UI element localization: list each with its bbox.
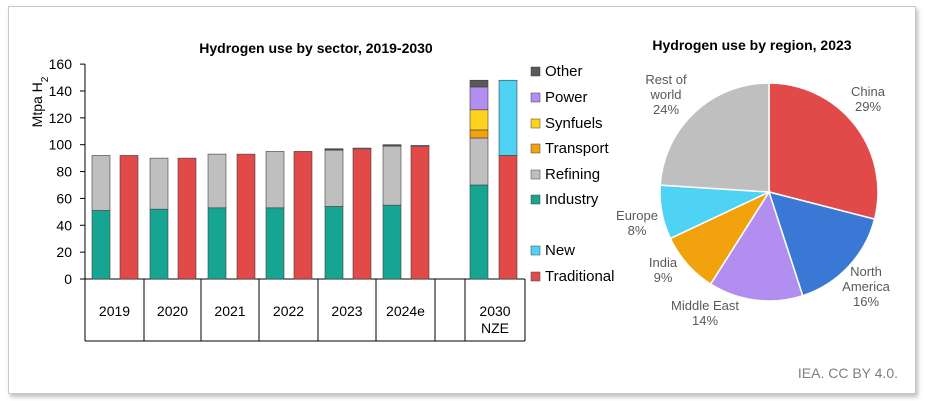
legend-label-new: New (545, 242, 575, 259)
y-axis-label: Mtpa H2 (29, 76, 51, 127)
pie-slice (659, 82, 770, 193)
y-tick-label: 120 (49, 110, 73, 126)
sector-bar-other (469, 79, 489, 88)
sector-bar-other (382, 144, 402, 146)
origin-bar-traditional (352, 148, 372, 280)
legend-label-other: Other (545, 63, 583, 80)
legend-swatch-transport (530, 143, 541, 154)
legend-swatch-industry (530, 194, 541, 205)
pie-slice-label: China (851, 84, 886, 99)
sector-bar-industry (382, 204, 402, 280)
pie-slice-label: 8% (628, 223, 647, 238)
origin-bar-traditional (293, 151, 313, 280)
category-label: 2020 (157, 303, 188, 319)
sector-bar-other (324, 148, 344, 150)
category-label: NZE (481, 320, 509, 336)
legend-label-power: Power (545, 89, 588, 106)
pie-slice-label: North (850, 264, 882, 279)
y-tick-label: 160 (49, 56, 73, 72)
origin-bar-traditional (119, 155, 139, 280)
pie-chart-title: Hydrogen use by region, 2023 (652, 37, 851, 53)
legend-swatch-new (530, 245, 541, 256)
sector-bar-refining (207, 153, 227, 209)
legend-swatch-refining (530, 169, 541, 180)
category-label: 2019 (99, 303, 130, 319)
legend-swatch-traditional (530, 271, 541, 282)
y-tick-label: 40 (56, 217, 72, 233)
pie-slice-label: 24% (653, 102, 679, 117)
sector-bar-refining (382, 145, 402, 206)
pie-slice-label: America (842, 279, 890, 294)
sector-bar-industry (265, 207, 285, 280)
pie-slice-label: India (649, 255, 678, 270)
sector-bar-industry (91, 210, 111, 280)
pie-slice-label: Europe (616, 208, 658, 223)
origin-bar-traditional (177, 157, 197, 280)
bar-chart: 0 20 40 60 80 100 120 140 160 2019 2020 2021 2022 202… (49, 56, 526, 342)
pie-slice-label: Rest of (645, 72, 687, 87)
origin-bar-traditional (498, 155, 518, 280)
category-label: 2021 (214, 303, 245, 319)
sector-bar-industry (149, 208, 169, 280)
sector-bar-power (469, 86, 489, 111)
bar-legend: Other Power Synfuels Transport Refining Indus… (530, 63, 614, 285)
origin-bar-traditional (236, 153, 256, 280)
pie-slice (767, 190, 876, 297)
origin-bar-traditional (410, 145, 430, 280)
pie-slice-label: 9% (654, 270, 673, 285)
credit-text: IEA. CC BY 4.0. (798, 365, 898, 381)
pie-slice (709, 190, 804, 302)
legend-label-refining: Refining (545, 166, 600, 183)
sector-bar-industry (207, 207, 227, 280)
legend-label-traditional: Traditional (545, 268, 614, 285)
sector-bar-industry (469, 184, 489, 280)
category-label: 2024e (386, 303, 425, 319)
y-tick-label: 100 (49, 137, 73, 153)
sector-bar-transport (469, 129, 489, 139)
category-label: 2023 (331, 303, 362, 319)
pie-slice-label: 14% (692, 313, 718, 328)
y-tick-label: 80 (56, 164, 72, 180)
category-label: 2030 (479, 303, 510, 319)
pie-slice-label: world (649, 87, 681, 102)
pie-slice-label: 16% (853, 294, 879, 309)
sector-bar-refining (91, 155, 111, 211)
origin-bar-new (352, 147, 372, 150)
y-tick-label: 60 (56, 190, 72, 206)
sector-bar-refining (324, 149, 344, 207)
pie-slice-label: 29% (855, 99, 881, 114)
sector-bar-refining (265, 151, 285, 209)
origin-bar-new (410, 145, 430, 147)
sector-bar-refining (149, 157, 169, 210)
bar-chart-title: Hydrogen use by sector, 2019-2030 (199, 40, 433, 56)
y-tick-label: 140 (49, 83, 73, 99)
pie-slice (768, 82, 879, 221)
y-tick-label: 20 (56, 244, 72, 260)
category-label: 2022 (273, 303, 304, 319)
origin-bar-new (498, 79, 518, 156)
legend-label-transport: Transport (545, 140, 609, 157)
pie-slice-label: Middle East (671, 298, 739, 313)
sector-bar-refining (469, 137, 489, 186)
y-tick-label: 0 (64, 271, 72, 287)
legend-swatch-power (530, 92, 541, 103)
sector-bar-synfuels (469, 109, 489, 131)
legend-swatch-other (530, 66, 541, 77)
legend-label-industry: Industry (545, 191, 599, 208)
sector-bar-industry (324, 206, 344, 280)
legend-label-synfuels: Synfuels (545, 115, 603, 132)
legend-swatch-synfuels (530, 118, 541, 129)
